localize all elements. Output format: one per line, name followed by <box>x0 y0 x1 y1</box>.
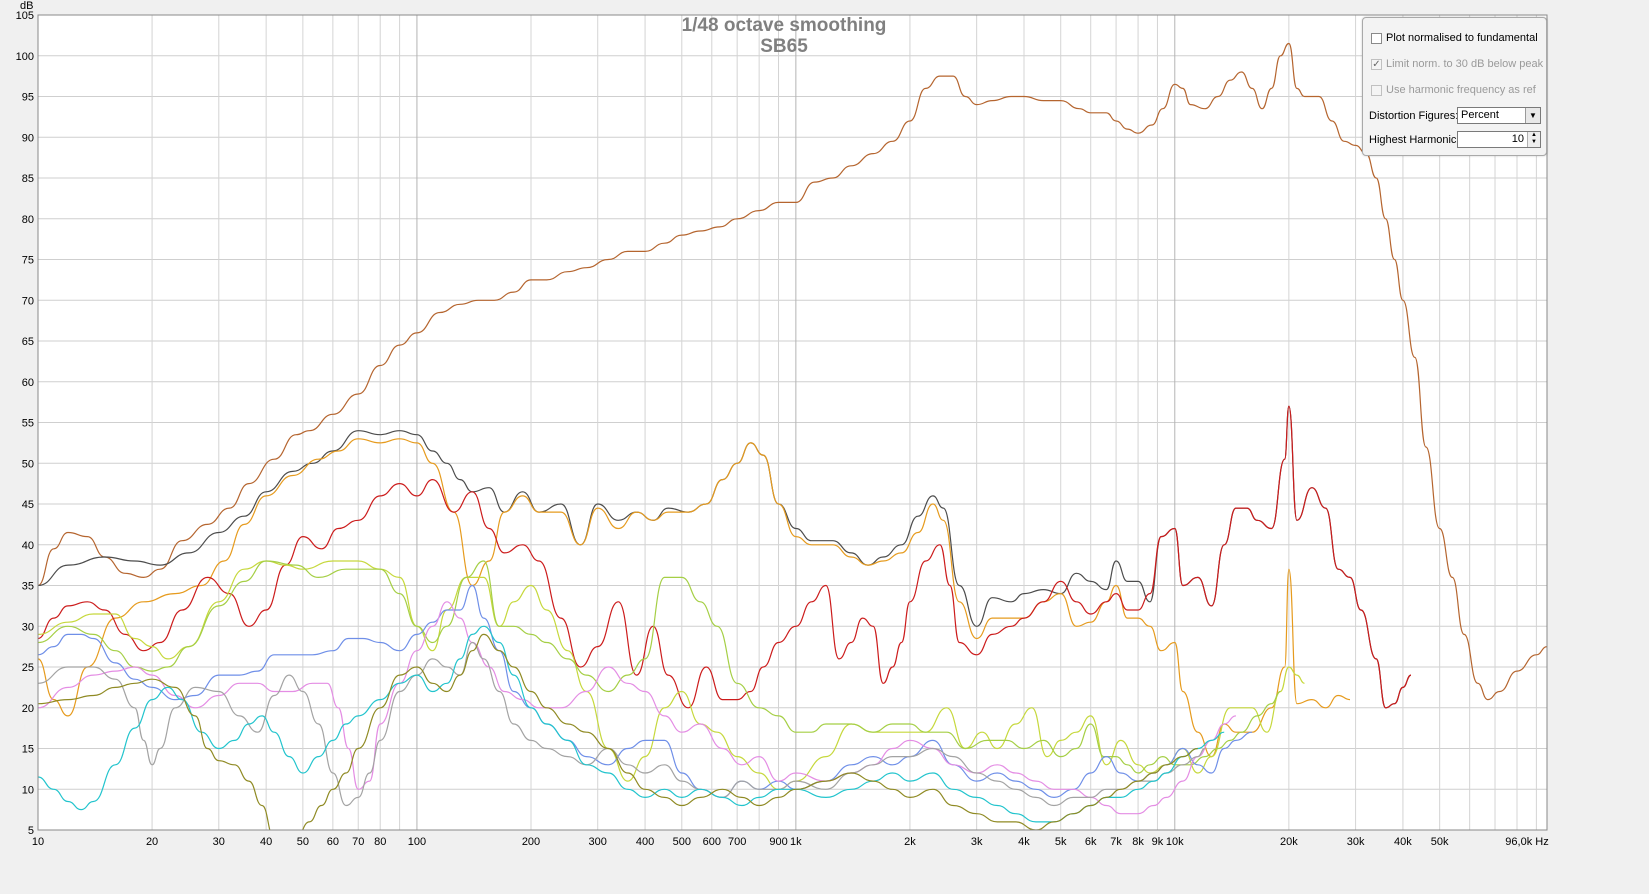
y-tick-label: 45 <box>22 499 34 511</box>
series-group <box>38 42 1547 830</box>
x-tick-label: 70 <box>352 836 364 848</box>
y-tick-label: 55 <box>22 418 34 430</box>
chevron-down-icon[interactable]: ▼ <box>1525 108 1540 123</box>
x-tick-label: 100 <box>408 836 426 848</box>
series-line-11 <box>38 633 1198 830</box>
series-line-1 <box>38 42 1547 701</box>
x-tick-label: 7k <box>1110 836 1122 848</box>
series-line-4 <box>38 405 1412 709</box>
x-tick-label: 5k <box>1055 836 1067 848</box>
x-tick-label: 8k <box>1132 836 1144 848</box>
y-tick-label: 60 <box>22 377 34 389</box>
highest-row: Highest Harmonic: <box>1369 131 1459 149</box>
x-tick-label: 9k <box>1152 836 1164 848</box>
x-tick-label: 10 <box>32 836 44 848</box>
limit-checkbox[interactable]: ✓ <box>1371 58 1382 70</box>
x-tick-label: 96,0k Hz <box>1505 836 1548 848</box>
y-tick-label: 35 <box>22 581 34 593</box>
axis-ticks: 5101520253035404550556065707580859095100… <box>16 10 1549 848</box>
series-line-6 <box>38 560 1281 774</box>
x-tick-label: 3k <box>971 836 983 848</box>
x-tick-label: 60 <box>327 836 339 848</box>
distortion-select[interactable]: Percent ▼ <box>1457 107 1541 124</box>
harmonic-ref-checkbox[interactable] <box>1371 84 1382 96</box>
chart-subtitle: SB65 <box>760 36 808 57</box>
distortion-value: Percent <box>1461 109 1499 121</box>
limit-option[interactable]: ✓ Limit norm. to 30 dB below peak <box>1371 57 1543 71</box>
y-tick-label: 30 <box>22 621 34 633</box>
x-tick-label: 600 <box>703 836 721 848</box>
chart-title: 1/48 octave smoothing <box>682 15 887 36</box>
highest-label: Highest Harmonic: <box>1369 134 1460 146</box>
y-tick-label: 80 <box>22 214 34 226</box>
y-axis-unit: dB <box>20 0 33 12</box>
y-tick-label: 85 <box>22 173 34 185</box>
y-tick-label: 65 <box>22 336 34 348</box>
series-line-8 <box>38 601 1236 815</box>
series-line-9 <box>38 641 1205 807</box>
y-tick-label: 90 <box>22 132 34 144</box>
y-tick-label: 70 <box>22 295 34 307</box>
x-tick-label: 2k <box>904 836 916 848</box>
x-tick-label: 10k <box>1166 836 1184 848</box>
series-line-10 <box>38 625 1225 823</box>
x-tick-label: 400 <box>636 836 654 848</box>
y-tick-label: 5 <box>28 825 34 837</box>
x-tick-label: 500 <box>673 836 691 848</box>
x-tick-label: 4k <box>1018 836 1030 848</box>
y-tick-label: 15 <box>22 744 34 756</box>
x-tick-label: 200 <box>522 836 540 848</box>
y-tick-label: 20 <box>22 703 34 715</box>
grid-lines <box>37 14 1547 831</box>
x-tick-label: 20 <box>146 836 158 848</box>
x-tick-label: 1k <box>790 836 802 848</box>
x-tick-label: 900 <box>769 836 787 848</box>
y-tick-label: 95 <box>22 92 34 104</box>
x-tick-label: 50 <box>297 836 309 848</box>
normalise-label: Plot normalised to fundamental <box>1386 32 1538 44</box>
y-tick-label: 40 <box>22 540 34 552</box>
x-tick-label: 40 <box>260 836 272 848</box>
x-tick-label: 80 <box>374 836 386 848</box>
distortion-label: Distortion Figures: <box>1369 110 1459 122</box>
x-tick-label: 50k <box>1431 836 1449 848</box>
series-line-3 <box>38 438 1351 758</box>
series-line-7 <box>38 584 1253 798</box>
y-tick-label: 10 <box>22 784 34 796</box>
y-tick-label: 25 <box>22 662 34 674</box>
x-tick-label: 300 <box>589 836 607 848</box>
y-tick-label: 75 <box>22 255 34 267</box>
x-tick-label: 700 <box>728 836 746 848</box>
harmonic-ref-option[interactable]: Use harmonic frequency as ref <box>1371 83 1536 97</box>
options-panel: Plot normalised to fundamental ✓ Limit n… <box>1362 17 1547 156</box>
distortion-row: Distortion Figures: <box>1369 107 1458 125</box>
y-tick-label: 105 <box>16 10 34 22</box>
y-tick-label: 50 <box>22 458 34 470</box>
highest-value: 10 <box>1511 133 1524 145</box>
x-tick-label: 40k <box>1394 836 1412 848</box>
x-tick-label: 30k <box>1347 836 1365 848</box>
stepper-arrows-icon[interactable]: ▲ ▼ <box>1527 132 1540 147</box>
y-tick-label: 100 <box>16 51 34 63</box>
limit-label: Limit norm. to 30 dB below peak <box>1386 58 1544 70</box>
harmonic-ref-label: Use harmonic frequency as ref <box>1386 84 1536 96</box>
highest-harmonic-stepper[interactable]: 10 ▲ ▼ <box>1457 131 1541 148</box>
normalise-option[interactable]: Plot normalised to fundamental <box>1371 31 1538 45</box>
x-tick-label: 20k <box>1280 836 1298 848</box>
x-tick-label: 6k <box>1085 836 1097 848</box>
plot-border <box>37 14 1548 831</box>
x-tick-label: 30 <box>213 836 225 848</box>
normalise-checkbox[interactable] <box>1371 32 1382 44</box>
